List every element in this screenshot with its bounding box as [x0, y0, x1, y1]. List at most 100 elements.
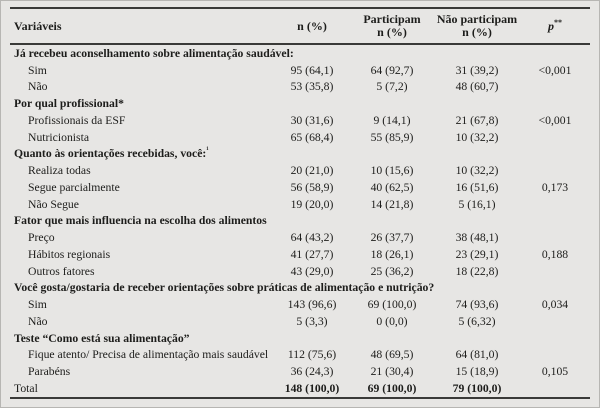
section-label: Quanto às orientações recebidas, você:¹ — [14, 145, 209, 161]
row-label: Outros fatores — [28, 264, 95, 278]
row-label: Hábitos regionais — [28, 247, 111, 261]
nao-participam-cell: 38 (48,1) — [455, 231, 499, 245]
nao-participam-cell: 10 (32,2) — [455, 164, 499, 178]
row-label: Realiza todas — [28, 164, 91, 178]
p-label: p — [548, 18, 554, 33]
p-cell: 0,173 — [541, 180, 569, 194]
section-label: Teste “Como está sua alimentação” — [14, 331, 190, 345]
item-row: Fique atento/ Precisa de alimentação mai… — [10, 347, 590, 364]
row-label: Total — [14, 381, 38, 395]
nao-participam-cell: 16 (51,6) — [455, 180, 499, 194]
n-cell: 95 (64,1) — [290, 63, 334, 77]
n-cell: 5 (3,3) — [296, 314, 328, 328]
n-cell: 41 (27,7) — [290, 247, 334, 261]
p-cell — [520, 196, 590, 213]
item-row: Sim 143 (96,6) 69 (100,0) 74 (93,6) 0,034 — [10, 296, 590, 313]
row-label: Fique atento/ Precisa de alimentação mai… — [28, 348, 269, 362]
participam-cell: 14 (21,8) — [370, 197, 414, 211]
item-row: Preço 64 (43,2) 26 (37,7) 38 (48,1) — [10, 229, 590, 246]
item-row: Sim 95 (64,1) 64 (92,7) 31 (39,2) <0,001 — [10, 62, 590, 79]
section-label: Já recebeu aconselhamento sobre alimenta… — [14, 46, 294, 60]
participam-cell: 48 (69,5) — [370, 348, 414, 362]
p-cell: 0,188 — [541, 247, 569, 261]
header-row: Variáveis n (%) Participam n (%) Não par… — [10, 8, 590, 44]
section-label: Fator que mais influencia na escolha dos… — [14, 214, 267, 228]
item-row: Parabéns 36 (24,3) 21 (30,4) 15 (18,9) 0,105 — [10, 363, 590, 380]
row-label: Sim — [28, 298, 47, 312]
participam-cell: 55 (85,9) — [370, 130, 414, 144]
col-header-nao-participam-line2: n (%) — [462, 25, 492, 39]
p-cell: <0,001 — [538, 63, 572, 77]
n-cell: 36 (24,3) — [290, 365, 334, 379]
n-cell: 65 (68,4) — [290, 130, 334, 144]
nao-participam-cell: 79 (100,0) — [452, 381, 502, 395]
section-footnote-marker: ¹ — [206, 145, 209, 155]
p-cell: <0,001 — [538, 113, 572, 127]
item-row: Profissionais da ESF 30 (31,6) 9 (14,1) 21 … — [10, 112, 590, 129]
p-cell — [520, 347, 590, 364]
nao-participam-cell: 18 (22,8) — [455, 264, 499, 278]
col-header-participam: Participam n (%) — [350, 8, 434, 44]
section-row: Teste “Como está sua alimentação” — [10, 330, 590, 347]
table-body: Já recebeu aconselhamento sobre alimenta… — [10, 44, 590, 398]
p-cell: 0,105 — [541, 365, 569, 379]
col-header-nao-participam: Não participam n (%) — [434, 8, 520, 44]
participam-cell: 26 (37,7) — [370, 231, 414, 245]
n-cell: 64 (43,2) — [290, 231, 334, 245]
n-cell: 148 (100,0) — [284, 381, 340, 395]
participam-cell: 5 (7,2) — [376, 80, 408, 94]
section-label: Por qual profissional* — [14, 97, 124, 111]
n-cell: 143 (96,6) — [287, 298, 337, 312]
col-header-nao-participam-line1: Não participam — [436, 11, 518, 26]
total-row: Total 148 (100,0) 69 (100,0) 79 (100,0) — [10, 380, 590, 398]
n-cell: 56 (58,9) — [290, 180, 334, 194]
item-row: Não Segue 19 (20,0) 14 (21,8) 5 (16,1) — [10, 196, 590, 213]
p-cell — [520, 263, 590, 280]
item-row: Segue parcialmente 56 (58,9) 40 (62,5) 16 (… — [10, 179, 590, 196]
participam-cell: 18 (26,1) — [370, 247, 414, 261]
col-header-participam-line1: Participam — [363, 11, 421, 26]
participam-cell: 9 (14,1) — [373, 113, 411, 127]
item-row: Nutricionista 65 (68,4) 55 (85,9) 10 (32,2) — [10, 129, 590, 146]
item-row: Não 5 (3,3) 0 (0,0) 5 (6,32) — [10, 313, 590, 330]
p-cell: 0,034 — [541, 298, 569, 312]
p-cell — [520, 162, 590, 179]
p-footnote-marker: ** — [554, 17, 562, 27]
p-cell — [520, 129, 590, 146]
participam-cell: 0 (0,0) — [376, 314, 408, 328]
item-row: Hábitos regionais 41 (27,7) 18 (26,1) 23 (2… — [10, 246, 590, 263]
col-header-p: p** — [520, 8, 590, 44]
n-cell: 43 (29,0) — [290, 264, 334, 278]
nao-participam-cell: 31 (39,2) — [455, 63, 499, 77]
n-cell: 112 (75,6) — [287, 348, 337, 362]
row-label: Segue parcialmente — [28, 180, 120, 194]
participam-cell: 10 (15,6) — [370, 164, 414, 178]
p-cell — [520, 313, 590, 330]
participam-cell: 21 (30,4) — [370, 365, 414, 379]
n-cell: 20 (21,0) — [290, 164, 334, 178]
row-label: Não Segue — [28, 197, 79, 211]
participam-cell: 40 (62,5) — [370, 180, 414, 194]
nao-participam-cell: 5 (6,32) — [458, 314, 496, 328]
nao-participam-cell: 5 (16,1) — [458, 197, 496, 211]
nao-participam-cell: 21 (67,8) — [455, 113, 499, 127]
nao-participam-cell: 48 (60,7) — [455, 80, 499, 94]
section-row: Fator que mais influencia na escolha dos… — [10, 213, 590, 230]
section-row: Por qual profissional* — [10, 95, 590, 112]
variables-participation-table: Variáveis n (%) Participam n (%) Não par… — [10, 7, 590, 399]
section-row: Já recebeu aconselhamento sobre alimenta… — [10, 44, 590, 62]
participam-cell: 64 (92,7) — [370, 63, 414, 77]
participam-cell: 69 (100,0) — [367, 298, 417, 312]
participam-cell: 69 (100,0) — [367, 381, 417, 395]
row-label: Não — [28, 314, 48, 328]
row-label: Parabéns — [28, 365, 71, 379]
item-row: Realiza todas 20 (21,0) 10 (15,6) 10 (32,2) — [10, 162, 590, 179]
row-label: Sim — [28, 63, 47, 77]
row-label: Preço — [28, 231, 55, 245]
col-header-variaveis: Variáveis — [14, 18, 62, 33]
col-header-n: n (%) — [297, 18, 327, 33]
section-row: Quanto às orientações recebidas, você:¹ — [10, 146, 590, 163]
section-label: Você gosta/gostaria de receber orientaçõ… — [14, 281, 435, 295]
nao-participam-cell: 23 (29,1) — [455, 247, 499, 261]
